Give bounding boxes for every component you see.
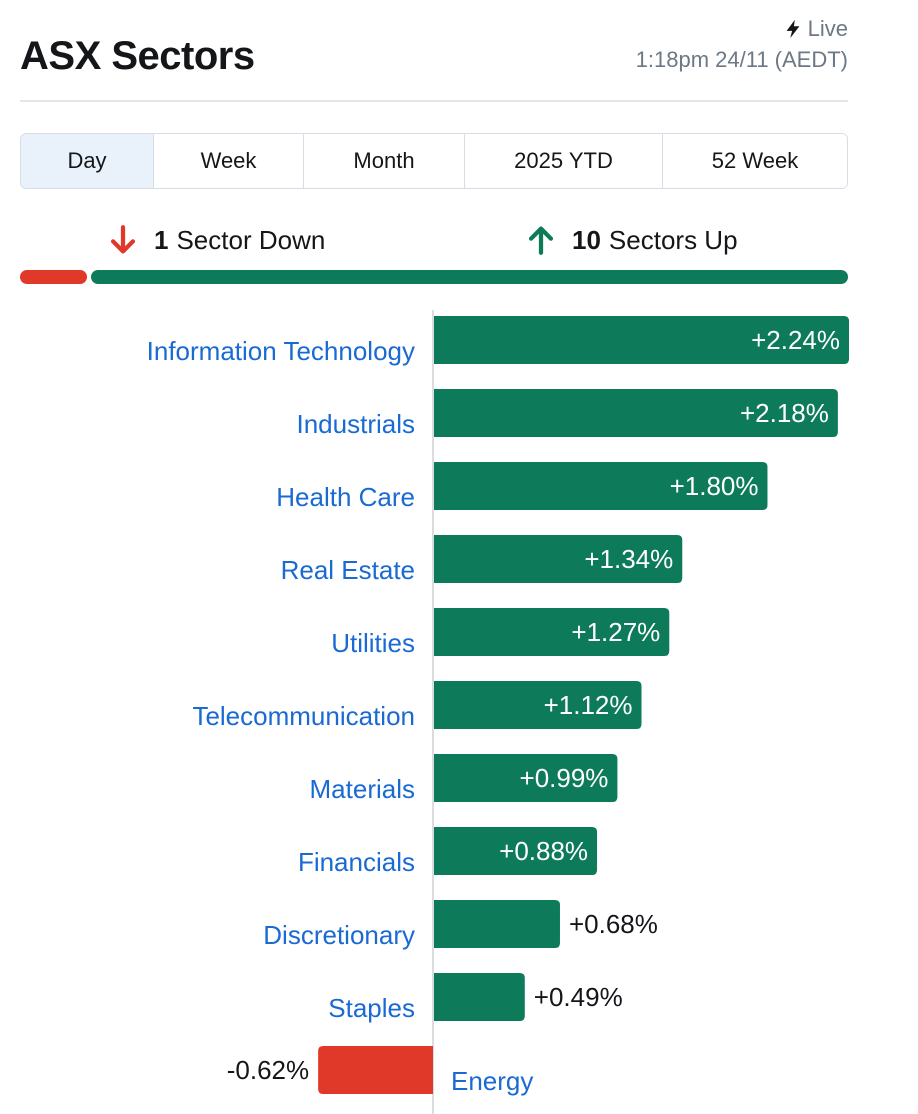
sectors-down-text: Sector Down <box>176 224 326 255</box>
bar-materials <box>434 754 618 802</box>
bar-health-care <box>434 462 768 510</box>
value-label-materials: +0.99% <box>519 763 609 793</box>
value-label-information-technology: +2.24% <box>751 325 840 355</box>
tab-month[interactable]: Month <box>304 134 465 188</box>
timestamp: 1:18pm 24/11 (AEDT) <box>635 47 848 72</box>
value-label-utilities: +1.27% <box>571 617 661 647</box>
sectors-down-summary: 1 Sector Down <box>106 218 325 262</box>
sectors-up-summary: 10 Sectors Up <box>524 218 738 262</box>
ratio-bar-up <box>91 270 848 284</box>
value-label-discretionary: +0.68% <box>568 909 658 939</box>
sector-bars-svg <box>318 310 849 1114</box>
bar-real-estate <box>434 535 683 583</box>
value-label-financials: +0.88% <box>499 836 589 866</box>
live-label: Live <box>807 16 848 41</box>
bar-telecommunication <box>434 681 642 729</box>
live-indicator: Live <box>782 16 848 42</box>
bar-utilities <box>434 608 670 656</box>
sectors-down-count: 1 <box>154 224 169 255</box>
header: ASX Sectors Live 1:18pm 24/11 (AEDT) <box>20 0 848 102</box>
value-label-telecommunication: +1.12% <box>543 690 633 720</box>
sector-label-materials[interactable]: Materials <box>309 774 415 804</box>
bar-industrials <box>434 389 838 437</box>
tab-day[interactable]: Day <box>21 134 154 188</box>
sector-label-information-technology[interactable]: Information Technology <box>146 336 415 366</box>
bar-staples <box>434 973 525 1021</box>
bar-energy <box>318 1046 433 1094</box>
value-label-staples: +0.49% <box>533 982 623 1012</box>
tab-2025-ytd[interactable]: 2025 YTD <box>465 134 663 188</box>
arrow-up-icon <box>528 226 554 255</box>
sector-chart: Information Technology +2.24% Industrials +… <box>0 300 918 1114</box>
sector-label-discretionary[interactable]: Discretionary <box>263 920 415 950</box>
ratio-bar-down <box>20 270 87 284</box>
page-title: ASX Sectors <box>20 34 255 78</box>
value-label-industrials: +2.18% <box>739 398 829 428</box>
sectors-up-count: 10 <box>572 224 601 255</box>
sector-label-telecommunication[interactable]: Telecommunication <box>192 701 415 731</box>
sector-label-health-care[interactable]: Health Care <box>276 482 415 512</box>
sector-label-staples[interactable]: Staples <box>328 993 415 1023</box>
period-tabs: Day Week Month 2025 YTD 52 Week <box>20 133 848 189</box>
lightning-icon <box>786 19 800 39</box>
value-label-energy: -0.62% <box>226 1055 310 1085</box>
bar-discretionary <box>434 900 560 948</box>
value-label-health-care: +1.80% <box>669 471 759 501</box>
sector-label-industrials[interactable]: Industrials <box>296 409 416 439</box>
value-label-real-estate: +1.34% <box>584 544 674 574</box>
sector-ratio-bar <box>20 270 848 284</box>
tab-week[interactable]: Week <box>154 134 304 188</box>
sector-label-energy[interactable]: Energy <box>451 1066 534 1096</box>
sector-label-real-estate[interactable]: Real Estate <box>280 555 415 585</box>
tab-52-week[interactable]: 52 Week <box>663 134 847 188</box>
sector-label-utilities[interactable]: Utilities <box>331 628 415 658</box>
sector-label-financials[interactable]: Financials <box>297 847 415 877</box>
bar-information-technology <box>434 316 849 364</box>
arrow-down-icon <box>110 225 136 254</box>
sectors-up-text: Sectors Up <box>608 224 738 255</box>
bar-financials <box>434 827 598 875</box>
